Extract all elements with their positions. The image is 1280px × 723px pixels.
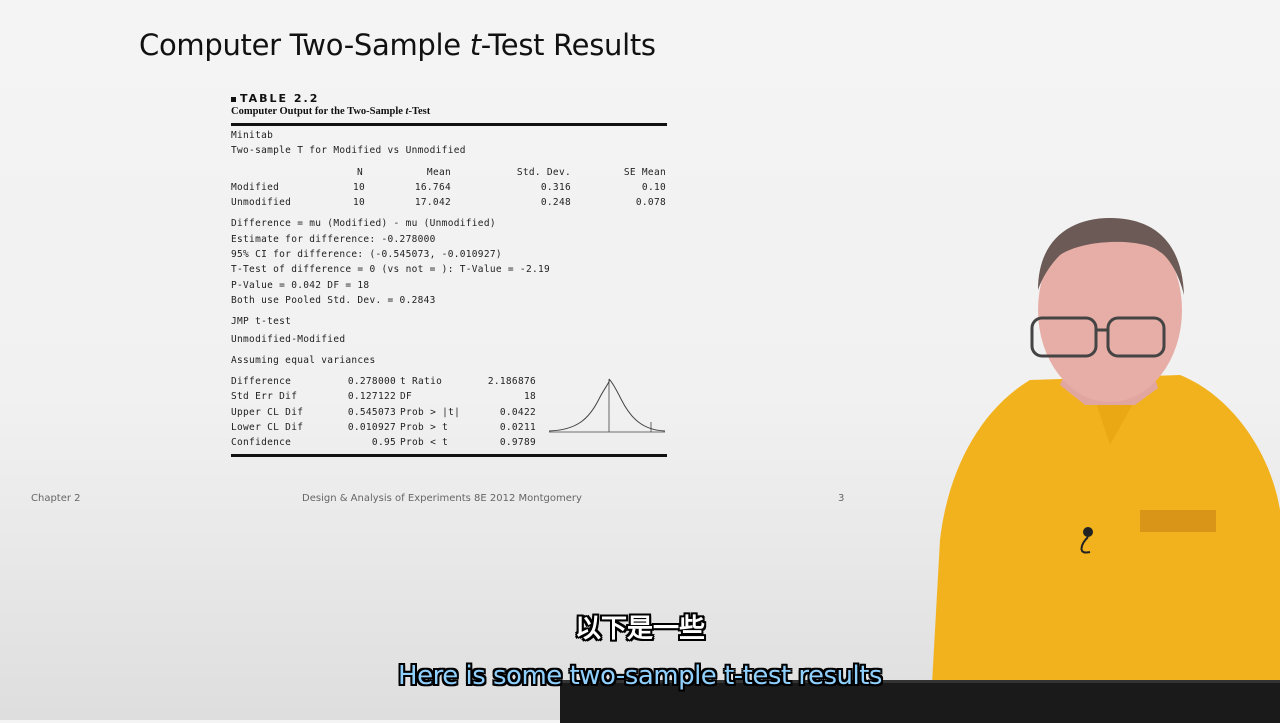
footer-page-number: 3 (838, 493, 845, 504)
glasses-left-lens (1030, 316, 1098, 358)
table-label: TABLE 2.2 (231, 92, 667, 105)
table-row: Lower CL Dif 0.010927 Prob > t 0.0211 (231, 422, 536, 434)
presenter-video (930, 218, 1280, 720)
table-row: Modified 10 16.764 0.316 0.10 (231, 181, 666, 193)
col-header-se-mean: SE Mean (623, 166, 666, 178)
glasses-right-lens (1106, 316, 1166, 358)
slide-title: Computer Two-Sample t-Test Results (139, 28, 656, 62)
minitab-subheading: Two-sample T for Modified vs Unmodified (231, 145, 466, 157)
minitab-heading: Minitab (231, 130, 274, 141)
jmp-results: Difference 0.278000 t Ratio 2.186876 Std… (231, 374, 667, 450)
table-top-rule (231, 123, 667, 126)
p-value-line: P-Value = 0.042 DF = 18 (231, 279, 370, 291)
estimate-line: Estimate for difference: -0.278000 (231, 233, 436, 245)
ci-line: 95% CI for difference: (-0.545073, -0.01… (231, 249, 502, 261)
pooled-sd-line: Both use Pooled Std. Dev. = 0.2843 (231, 294, 436, 306)
presenter-hair (1038, 218, 1184, 295)
table-row: Upper CL Dif 0.545073 Prob > |t| 0.0422 (231, 406, 536, 418)
col-header-n: N (357, 166, 364, 178)
difference-definition: Difference = mu (Modified) - mu (Unmodif… (231, 218, 496, 230)
table-caption: Computer Output for the Two-Sample t-Tes… (231, 106, 431, 117)
jmp-heading: JMP t-test (231, 316, 292, 328)
table-row: Unmodified 10 17.042 0.248 0.078 (231, 197, 666, 209)
footer-book: Design & Analysis of Experiments 8E 2012… (302, 493, 582, 504)
microphone-cable (1080, 536, 1091, 554)
table-row: Difference 0.278000 t Ratio 2.186876 (231, 376, 536, 388)
lectern (560, 680, 1280, 723)
bell-curve-line (548, 378, 666, 432)
col-header-mean: Mean (426, 166, 451, 178)
table-row: Confidence 0.95 Prob < t 0.9789 (231, 437, 536, 449)
shirt-collar (1095, 400, 1135, 445)
table-bottom-rule (231, 453, 667, 457)
footer-chapter: Chapter 2 (31, 493, 81, 504)
jmp-assumption: Assuming equal variances (231, 354, 376, 366)
minitab-column-headers: N Mean Std. Dev. SE Mean (231, 165, 667, 180)
table-row: Std Err Dif 0.127122 DF 18 (231, 391, 536, 403)
square-bullet-icon (231, 96, 236, 102)
t-distribution-curve (548, 378, 666, 433)
t-test-line: T-Test of difference = 0 (vs not = ): T-… (231, 264, 551, 276)
asu-engineering-logo (1140, 510, 1216, 532)
presenter-shirt (930, 375, 1280, 720)
jmp-comparison: Unmodified-Modified (231, 333, 346, 345)
lapel-microphone (1083, 527, 1093, 537)
subtitle-english: Here is some two-sample t-test results (398, 661, 882, 691)
table-2-2: TABLE 2.2 Computer Output for the Two-Sa… (231, 92, 667, 457)
subtitle-chinese: 以下是一些 (574, 614, 705, 644)
col-header-std-dev: Std. Dev. (516, 166, 571, 178)
